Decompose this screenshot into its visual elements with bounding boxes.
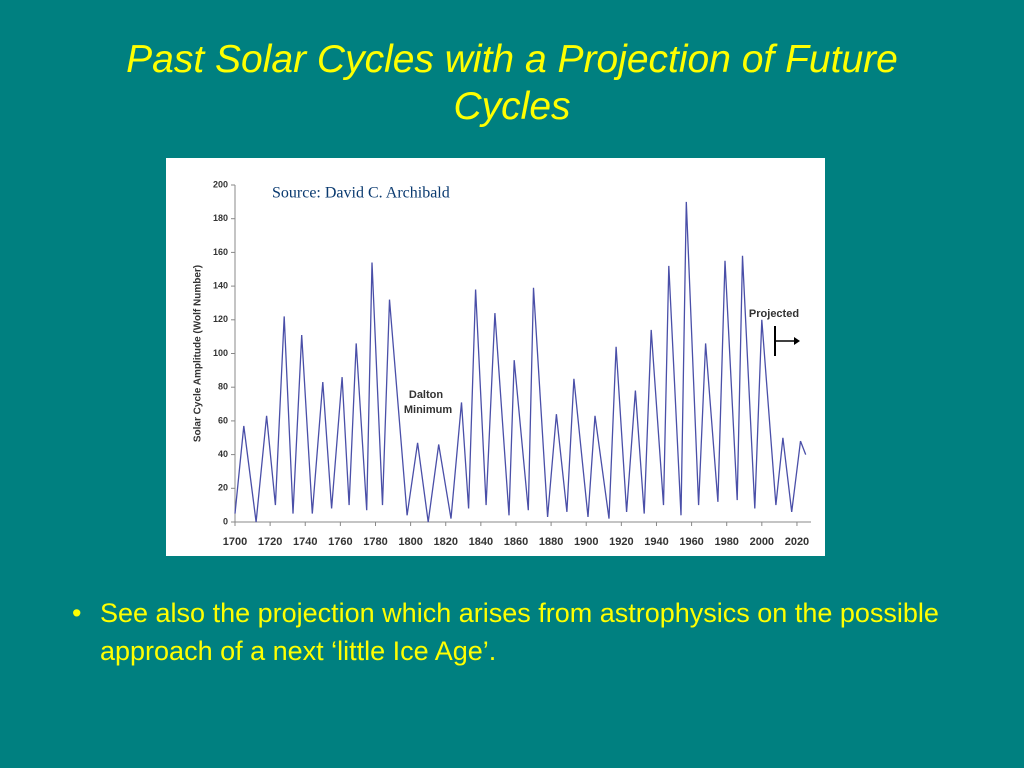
annotation: Projected	[749, 308, 799, 320]
x-tick-label: 1840	[469, 536, 493, 548]
x-tick-label: 1860	[504, 536, 528, 548]
x-tick-label: 1800	[398, 536, 422, 548]
annotation: Minimum	[404, 404, 452, 416]
x-tick-label: 2000	[750, 536, 774, 548]
chart: 0 20 40 60 80 100 120 140 160 180 200 1700 1720 1740 1…	[193, 179, 811, 548]
x-tick-label: 1740	[293, 536, 317, 548]
x-tick-label: 1940	[644, 536, 668, 548]
x-tick-label: 2020	[785, 536, 809, 548]
y-tick-label: 100	[213, 348, 228, 358]
bullet-dot: •	[72, 598, 82, 628]
y-tick-label: 120	[213, 314, 228, 324]
x-tick-label: 1960	[679, 536, 703, 548]
slide-title: Past Solar Cycles with a Projection of F…	[126, 38, 898, 128]
source: Source: David C. Archibald	[272, 185, 450, 202]
x-tick-label: 1720	[258, 536, 282, 548]
y-tick-label: 0	[223, 516, 228, 526]
projected-arrowhead	[794, 337, 800, 345]
x-tick-label: 1760	[328, 536, 352, 548]
bullet-text: See also the projection which arises fro…	[100, 598, 939, 666]
x-tick-label: 1700	[223, 536, 247, 548]
y-tick-label: 180	[213, 213, 228, 223]
y-tick-label: 60	[218, 415, 228, 425]
data-line	[234, 201, 807, 523]
y-axis-label: Solar Cycle Amplitude (Wolf Number)	[193, 265, 204, 442]
y-tick-label: 40	[218, 449, 228, 459]
annotation: Dalton	[409, 389, 444, 401]
y-tick-label: 140	[213, 280, 228, 290]
x-tick-label: 1900	[574, 536, 598, 548]
chart-panel: 0 20 40 60 80 100 120 140 160 180 200 1700 1720 1740 1…	[166, 158, 825, 556]
y-tick-label: 160	[213, 247, 228, 257]
x-tick-label: 1980	[714, 536, 738, 548]
y-tick-label: 80	[218, 382, 228, 392]
x-tick-label: 1880	[539, 536, 563, 548]
y-tick-label: 200	[213, 179, 228, 189]
x-tick-label: 1820	[433, 536, 457, 548]
y-tick-label: 20	[218, 483, 228, 493]
x-tick-label: 1920	[609, 536, 633, 548]
bullet: • See also the projection which arises fr…	[72, 594, 952, 670]
x-tick-label: 1780	[363, 536, 387, 548]
